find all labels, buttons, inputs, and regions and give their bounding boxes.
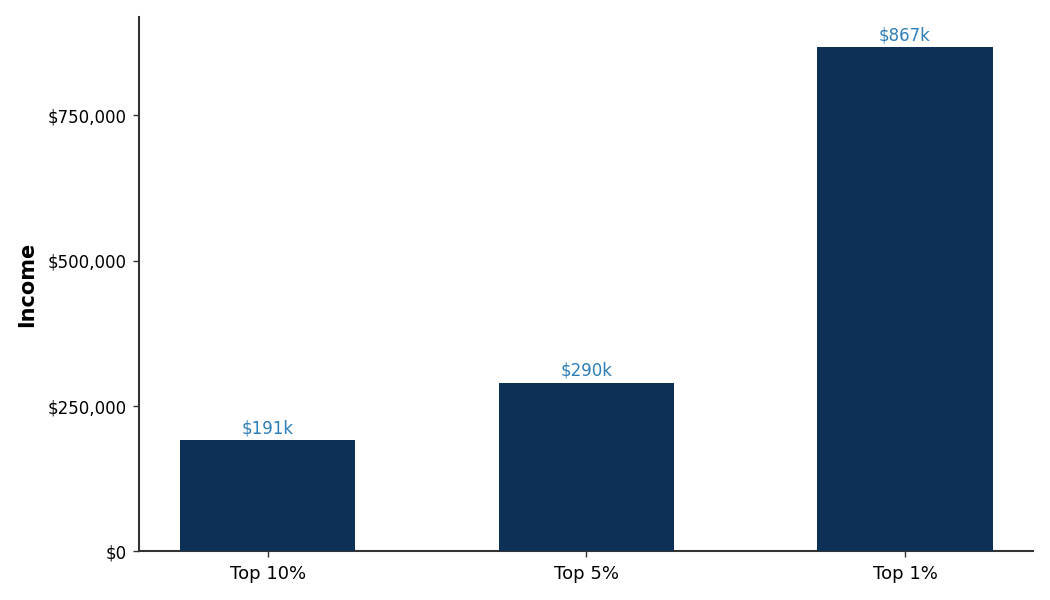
Text: $867k: $867k: [879, 26, 931, 44]
Bar: [499, 383, 674, 551]
Bar: [817, 47, 992, 551]
Y-axis label: Income: Income: [17, 241, 37, 326]
Bar: [180, 440, 355, 551]
Text: $191k: $191k: [242, 419, 294, 437]
Text: $290k: $290k: [561, 362, 612, 380]
